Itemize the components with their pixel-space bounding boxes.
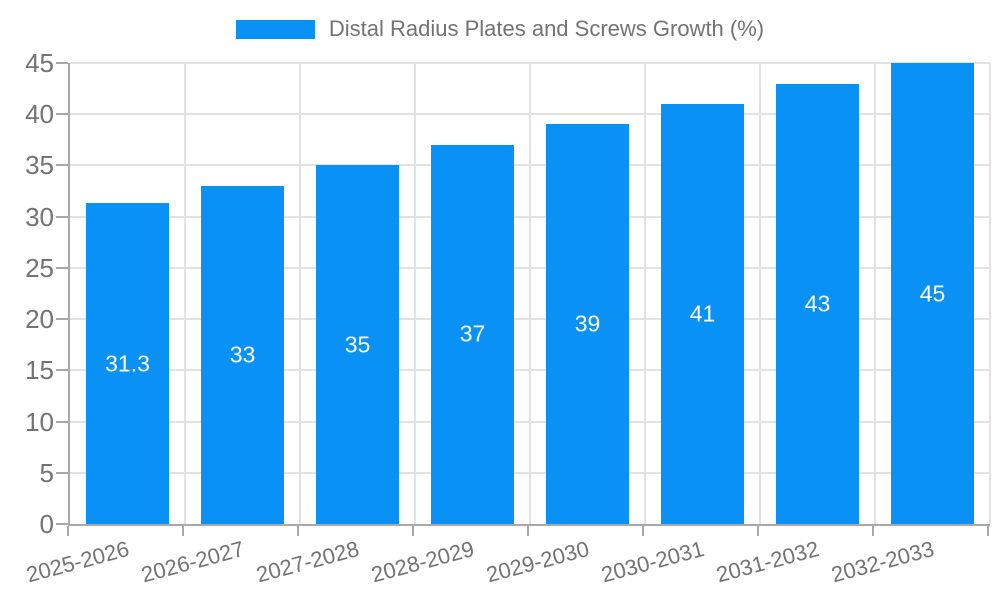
chart-legend[interactable]: Distal Radius Plates and Screws Growth (… bbox=[0, 16, 1000, 42]
y-tick-mark bbox=[56, 420, 68, 423]
bar-value-label: 39 bbox=[574, 310, 601, 337]
bar-value-label: 33 bbox=[229, 341, 256, 368]
x-tick-label: 2029-2030 bbox=[483, 536, 592, 588]
bar: 45 bbox=[891, 63, 974, 524]
bar: 33 bbox=[201, 185, 284, 524]
v-gridline bbox=[989, 63, 991, 524]
y-tick-label: 45 bbox=[25, 48, 54, 78]
y-tick-label: 30 bbox=[25, 201, 54, 232]
x-tick-label: 2032-2033 bbox=[828, 536, 937, 588]
x-tick-mark bbox=[987, 526, 989, 536]
x-tick-mark bbox=[757, 526, 759, 536]
bar-value-label: 45 bbox=[919, 280, 946, 306]
plot-area: 31.3 33 35 37 39 41 43 45 bbox=[68, 62, 991, 526]
y-tick-label: 0 bbox=[39, 509, 54, 539]
y-tick-mark bbox=[56, 266, 68, 269]
bar-value-label: 37 bbox=[459, 320, 486, 347]
bar-value-label: 35 bbox=[344, 331, 371, 358]
x-tick-label: 2027-2028 bbox=[253, 536, 362, 588]
y-tick-label: 25 bbox=[25, 252, 54, 283]
x-tick-mark bbox=[182, 526, 184, 536]
bar: 39 bbox=[546, 124, 629, 524]
x-tick-label: 2031-2032 bbox=[713, 536, 822, 588]
y-tick-mark bbox=[56, 62, 68, 64]
v-gridline bbox=[874, 63, 876, 524]
bar-value-label: 43 bbox=[804, 290, 831, 317]
y-tick-label: 20 bbox=[25, 304, 54, 335]
y-tick-mark bbox=[56, 164, 68, 167]
y-tick-label: 5 bbox=[39, 457, 54, 488]
bar-value-label: 41 bbox=[689, 300, 716, 327]
v-gridline bbox=[759, 63, 761, 524]
x-tick-mark bbox=[297, 526, 299, 536]
v-gridline bbox=[529, 63, 531, 524]
y-tick-label: 40 bbox=[25, 99, 54, 130]
x-tick-label: 2028-2029 bbox=[368, 536, 477, 588]
y-tick-mark bbox=[56, 318, 68, 321]
bar: 43 bbox=[776, 83, 859, 524]
y-tick-mark bbox=[56, 369, 68, 372]
y-tick-label: 10 bbox=[25, 406, 54, 437]
y-tick-mark bbox=[56, 113, 68, 116]
v-gridline bbox=[299, 63, 301, 524]
legend-swatch bbox=[235, 19, 315, 39]
bar-value-label: 31.3 bbox=[105, 350, 150, 377]
bar: 37 bbox=[431, 144, 514, 524]
x-tick-mark bbox=[67, 526, 69, 536]
x-tick-label: 2025-2026 bbox=[23, 536, 132, 588]
bar: 31.3 bbox=[86, 203, 169, 524]
x-tick-mark bbox=[872, 526, 874, 536]
bar: 35 bbox=[316, 165, 399, 524]
x-tick-label: 2026-2027 bbox=[138, 536, 247, 588]
x-tick-mark bbox=[527, 526, 529, 536]
v-gridline bbox=[414, 63, 416, 524]
y-tick-mark bbox=[56, 523, 68, 525]
x-tick-mark bbox=[412, 526, 414, 536]
y-tick-label: 15 bbox=[25, 355, 54, 386]
y-tick-mark bbox=[56, 471, 68, 474]
v-gridline bbox=[184, 63, 186, 524]
y-tick-mark bbox=[56, 215, 68, 218]
v-gridline bbox=[644, 63, 646, 524]
bar: 41 bbox=[661, 103, 744, 524]
legend-series-label: Distal Radius Plates and Screws Growth (… bbox=[328, 16, 765, 41]
x-tick-mark bbox=[642, 526, 644, 536]
y-tick-label: 35 bbox=[25, 150, 54, 181]
x-tick-label: 2030-2031 bbox=[598, 536, 707, 588]
